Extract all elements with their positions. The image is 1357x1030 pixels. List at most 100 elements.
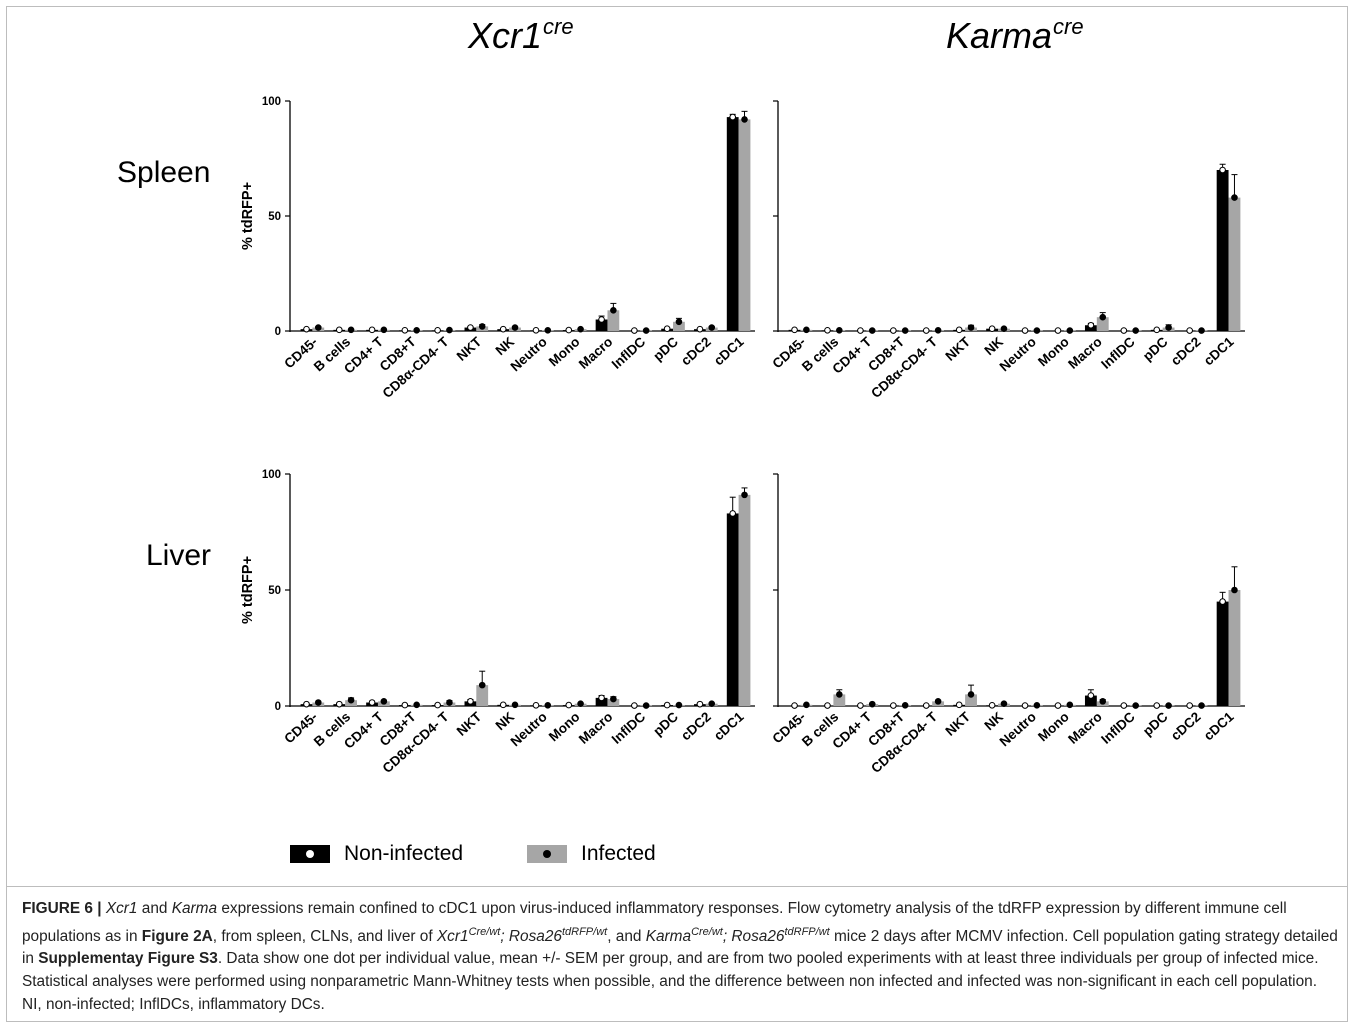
caption-genotype-sup: Cre/wt — [468, 925, 501, 938]
x-tick-label-infldc: InflDC — [1098, 334, 1138, 372]
point-infected-pdc — [1165, 702, 1172, 709]
point-non-infected-cd8-cd4-t — [922, 327, 930, 334]
point-non-infected-cd8-t — [401, 701, 409, 709]
point-non-infected-b-cells — [335, 326, 343, 334]
column-title-karma: Karmacre — [946, 14, 1084, 57]
point-non-infected-cd8-t — [890, 327, 897, 334]
row-title-spleen: Spleen — [117, 156, 211, 189]
bar-infected-cdc1 — [1228, 197, 1241, 331]
bar-infected-macro — [607, 310, 620, 331]
point-non-infected-pdc — [663, 325, 671, 333]
x-tick-label-macro: Macro — [1065, 334, 1105, 372]
x-tick-label-pdc: pDC — [650, 334, 681, 364]
point-non-infected-neutro — [532, 327, 540, 334]
point-infected-pdc — [1165, 324, 1172, 331]
point-infected-cd8-cd4-t — [934, 698, 942, 705]
point-infected-cd4-t — [380, 698, 388, 705]
x-tick-label-cdc1: cDC1 — [711, 334, 747, 369]
legend-non-infected-swatch — [290, 845, 330, 863]
x-tick-label-nk: NK — [493, 709, 518, 733]
x-tick-label-pdc: pDC — [650, 709, 681, 739]
point-infected-b-cells — [347, 326, 355, 334]
legend-infected-label: Infected — [581, 842, 656, 865]
bar-non-infected-macro — [1084, 695, 1097, 706]
point-infected-infldc — [642, 702, 650, 709]
point-non-infected-cdc1 — [1219, 166, 1226, 174]
x-tick-label-mono: Mono — [546, 334, 583, 369]
x-tick-label-cdc1: cDC1 — [711, 709, 747, 744]
bar-non-infected-macro — [595, 697, 608, 706]
point-infected-cd8-t — [413, 701, 420, 709]
point-infected-cd8-cd4-t — [446, 699, 453, 706]
point-non-infected-cdc2 — [696, 325, 704, 333]
x-tick-label-cdc1: cDC1 — [1201, 709, 1237, 744]
x-tick-label-cdc2: cDC2 — [678, 334, 714, 368]
point-infected-mono — [577, 325, 584, 333]
bar-infected-cdc1 — [1228, 590, 1241, 706]
point-non-infected-cd45 — [791, 326, 798, 334]
point-non-infected-macro — [598, 316, 605, 323]
column-title-karma-sup: cre — [1053, 14, 1084, 39]
point-infected-cd8-t — [901, 702, 909, 709]
point-infected-macro — [1099, 313, 1107, 321]
point-non-infected-pdc — [663, 701, 671, 709]
point-non-infected-neutro — [1021, 327, 1029, 334]
point-infected-cd4-t — [380, 326, 388, 334]
point-infected-nkt — [967, 324, 975, 331]
caption-genotype-sep: ; — [722, 927, 732, 945]
bar-infected-nkt — [476, 685, 489, 706]
point-non-infected-cdc1 — [1219, 598, 1226, 605]
point-non-infected-cd8-cd4-t — [434, 327, 441, 334]
point-infected-macro — [610, 695, 617, 703]
caption-genotype-sup: Cre/wt — [691, 925, 723, 938]
y-tick-label: 100 — [262, 96, 281, 108]
caption-gene-xcr1: Xcr1 — [105, 900, 138, 917]
figure-frame — [6, 6, 1348, 1022]
point-non-infected-infldc — [631, 327, 638, 334]
legend-infected: Infected — [527, 842, 656, 866]
bar-infected-cdc1 — [738, 494, 751, 706]
caption-genotype: Rosa26 — [508, 927, 562, 945]
point-infected-cd4-t — [868, 700, 876, 708]
point-infected-cdc1 — [741, 116, 748, 123]
point-non-infected-nk — [988, 325, 996, 333]
x-tick-label-nk: NK — [982, 334, 1007, 358]
caption-separator — [7, 886, 1347, 887]
caption-text: . Data show one dot per individual value… — [22, 950, 1319, 1013]
point-non-infected-neutro — [532, 702, 540, 709]
x-tick-label-nk: NK — [493, 334, 518, 358]
column-title-karma-text: Karma — [946, 15, 1053, 56]
point-infected-neutro — [544, 702, 552, 709]
caption-supplementary-link[interactable]: Supplementay Figure S3 — [38, 950, 218, 968]
caption-figure-link[interactable]: Figure 2A — [141, 927, 213, 945]
point-infected-cd8-t — [901, 327, 909, 334]
point-non-infected-macro — [1087, 692, 1095, 699]
point-non-infected-cd8-cd4-t — [434, 701, 441, 709]
point-infected-cdc2 — [708, 324, 716, 331]
point-infected-b-cells — [347, 696, 355, 704]
x-tick-label-pdc: pDC — [1140, 334, 1171, 364]
point-non-infected-infldc — [1120, 702, 1128, 709]
caption-gene-karma: Karma — [171, 900, 218, 917]
figure-caption: FIGURE 6 | Xcr1 and Karma expressions re… — [22, 898, 1340, 1016]
bar-infected-b-cells — [833, 694, 846, 706]
x-tick-label-nk: NK — [982, 709, 1007, 733]
point-infected-macro — [610, 307, 617, 314]
point-non-infected-b-cells — [824, 702, 831, 709]
point-infected-cd8-cd4-t — [446, 326, 453, 334]
point-infected-cd45 — [803, 701, 810, 709]
x-tick-label-nkt: NKT — [454, 709, 485, 739]
point-infected-cdc1 — [1231, 194, 1238, 201]
point-infected-cd45 — [803, 326, 810, 334]
y-axis-label: % tdRFP+ — [240, 182, 256, 250]
point-infected-neutro — [544, 327, 552, 334]
point-non-infected-cd8-t — [890, 702, 897, 709]
point-non-infected-pdc — [1153, 702, 1161, 709]
x-tick-label-macro: Macro — [576, 334, 616, 372]
point-infected-b-cells — [836, 691, 843, 698]
legend-non-infected-label: Non-infected — [344, 842, 464, 865]
x-tick-label-neutro: Neutro — [997, 709, 1039, 749]
x-tick-label-macro: Macro — [1065, 709, 1105, 747]
point-infected-cdc2 — [1198, 327, 1205, 334]
